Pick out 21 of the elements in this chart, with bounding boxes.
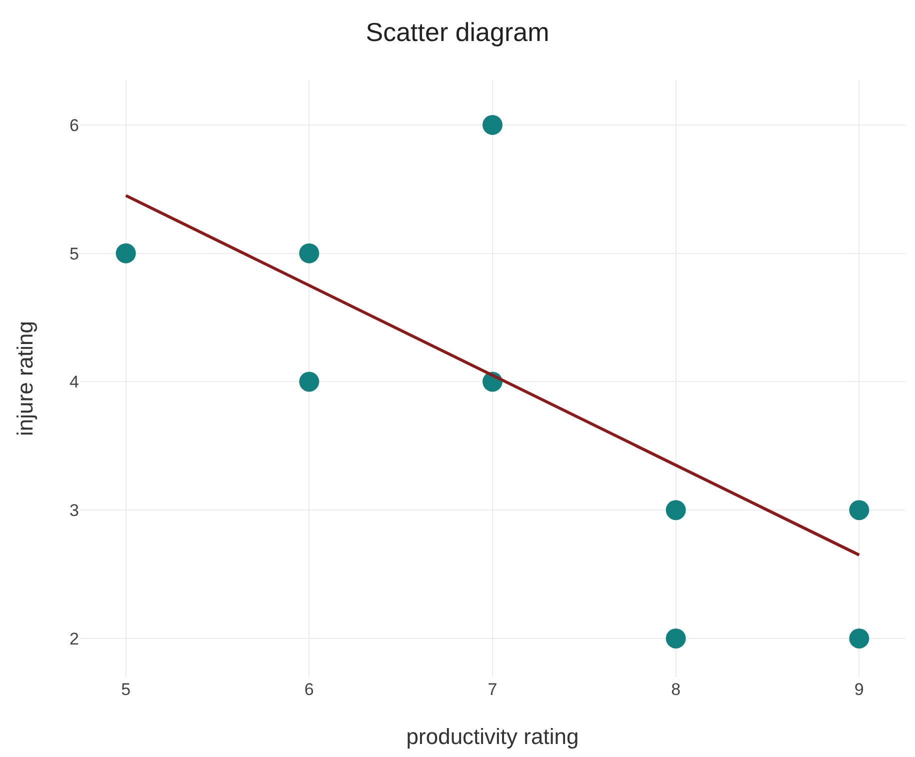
- x-tick-label: 7: [488, 680, 498, 699]
- point: [299, 243, 320, 264]
- y-tick-label: 5: [70, 244, 79, 264]
- y-axis-title: injure rating: [12, 321, 38, 436]
- x-tick-label: 9: [854, 680, 864, 699]
- point: [849, 628, 870, 648]
- point: [116, 243, 136, 264]
- x-tick-label: 8: [671, 680, 681, 699]
- x-tick-label: 6: [304, 680, 314, 699]
- point: [299, 372, 320, 392]
- y-tick-label: 4: [70, 372, 79, 392]
- chart-title: Scatter diagram: [366, 16, 550, 47]
- y-tick-label: 3: [70, 501, 79, 520]
- x-axis-title: productivity rating: [406, 724, 579, 749]
- point: [666, 628, 686, 648]
- x-tick-label: 5: [121, 680, 131, 699]
- point: [849, 500, 870, 520]
- point: [666, 500, 686, 520]
- point: [482, 114, 502, 135]
- y-tick-label: 6: [70, 116, 79, 135]
- y-tick-label: 2: [70, 629, 79, 648]
